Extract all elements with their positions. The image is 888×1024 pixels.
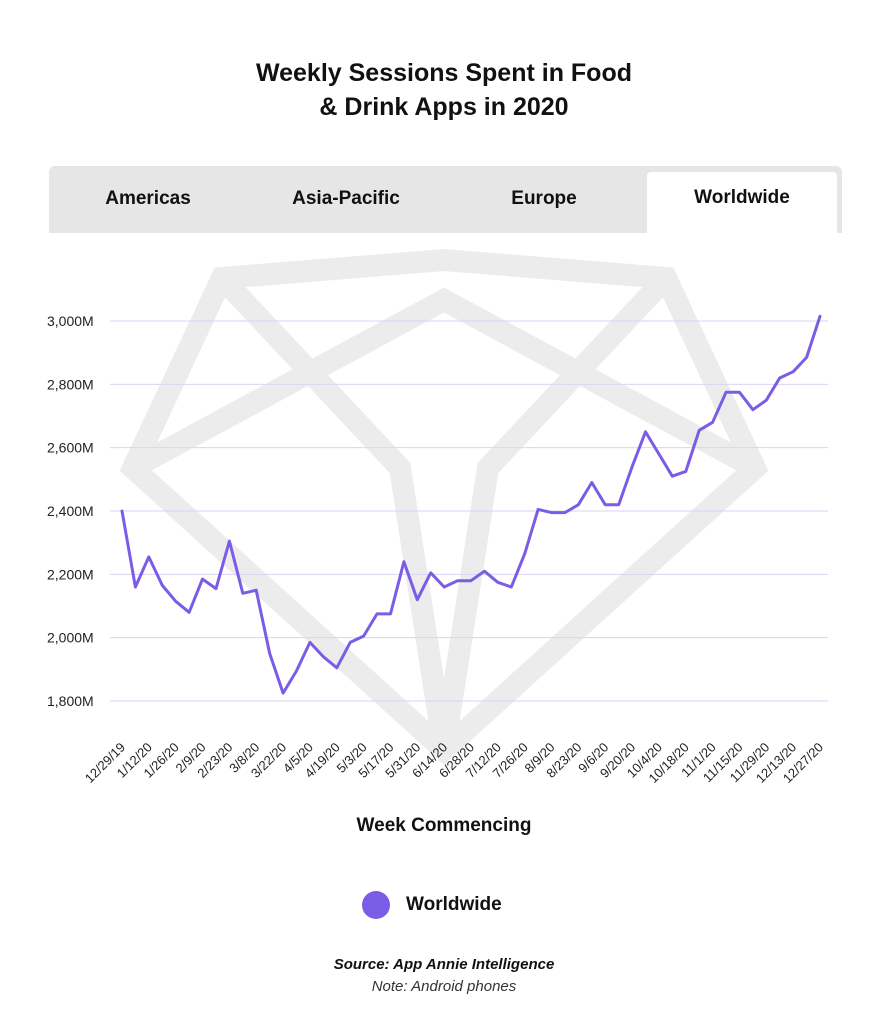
legend-swatch [362, 891, 390, 919]
y-tick-label: 2,400M [47, 503, 94, 519]
tab-asia-pacific[interactable]: Asia-Pacific [292, 188, 400, 209]
source-note: Source: App Annie Intelligence [333, 956, 555, 973]
diamond-logo-icon [119, 248, 769, 765]
chart-title: Weekly Sessions Spent in Food & Drink Ap… [0, 56, 888, 124]
legend[interactable]: Worldwide [362, 888, 502, 922]
tab-worldwide[interactable]: Worldwide [647, 172, 837, 233]
tab-europe[interactable]: Europe [511, 188, 577, 209]
y-tick-label: 2,800M [47, 376, 94, 392]
y-tick-label: 2,600M [47, 440, 94, 456]
y-tick-label: 2,200M [47, 566, 94, 582]
chart-title-line-2: & Drink Apps in 2020 [319, 93, 569, 121]
y-tick-label: 3,000M [47, 313, 94, 329]
y-tick-label: 2,000M [47, 630, 94, 646]
tab-americas[interactable]: Americas [105, 188, 191, 209]
region-tab-bar: Americas Asia-Pacific Europe Worldwide [49, 166, 842, 233]
footnote: Note: Android phones [371, 978, 517, 995]
series-line-worldwide [120, 314, 822, 695]
chart-title-line-1: Weekly Sessions Spent in Food [255, 59, 632, 87]
legend-label: Worldwide [406, 894, 502, 915]
y-tick-label: 1,800M [47, 693, 94, 709]
x-axis-title: Week Commencing [356, 815, 532, 836]
